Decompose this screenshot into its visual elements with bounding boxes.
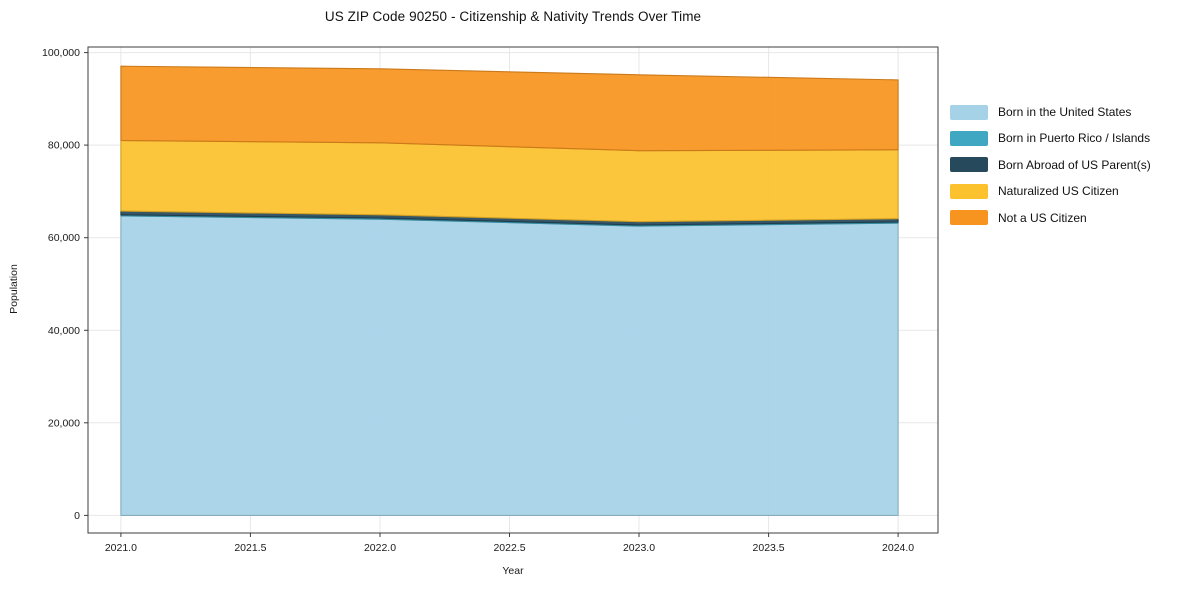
x-tick-label: 2021.5 [234,542,266,554]
legend-swatch [950,157,988,173]
plot-border [87,46,939,534]
area-not-a-us-citizen [120,65,899,152]
legend-swatch [950,104,988,120]
x-axis-label: Year [502,565,524,577]
x-tick-label: 2022.5 [493,542,525,554]
y-tick-label: 40,000 [48,325,80,337]
legend-item: Born in the United States [950,100,1151,124]
legend-swatch [950,130,988,146]
legend-swatch [950,210,988,226]
x-tick-label: 2023.0 [623,542,655,554]
legend-label: Born Abroad of US Parent(s) [998,157,1151,172]
legend-item: Naturalized US Citizen [950,179,1151,203]
x-tick-label: 2021.0 [105,542,137,554]
y-tick-label: 0 [74,510,80,522]
x-tick-label: 2022.0 [364,542,396,554]
y-tick-label: 80,000 [48,140,80,152]
y-tick-label: 20,000 [48,417,80,429]
area-born-in-the-united-states [120,215,899,516]
legend-label: Not a US Citizen [998,210,1087,225]
area-naturalized-us-citizen [120,139,899,223]
x-tick-label: 2023.5 [753,542,785,554]
legend: Born in the United States Born in Puerto … [950,100,1151,232]
legend-item: Born Abroad of US Parent(s) [950,153,1151,177]
legend-item: Not a US Citizen [950,206,1151,230]
chart-title: US ZIP Code 90250 - Citizenship & Nativi… [324,9,702,24]
legend-swatch [950,183,988,199]
legend-item: Born in Puerto Rico / Islands [950,126,1151,150]
legend-label: Born in Puerto Rico / Islands [998,131,1151,146]
y-tick-label: 100,000 [42,47,80,59]
legend-label: Naturalized US Citizen [998,184,1119,199]
x-tick-label: 2024.0 [882,542,914,554]
legend-label: Born in the United States [998,105,1132,119]
y-tick-label: 60,000 [48,232,80,244]
